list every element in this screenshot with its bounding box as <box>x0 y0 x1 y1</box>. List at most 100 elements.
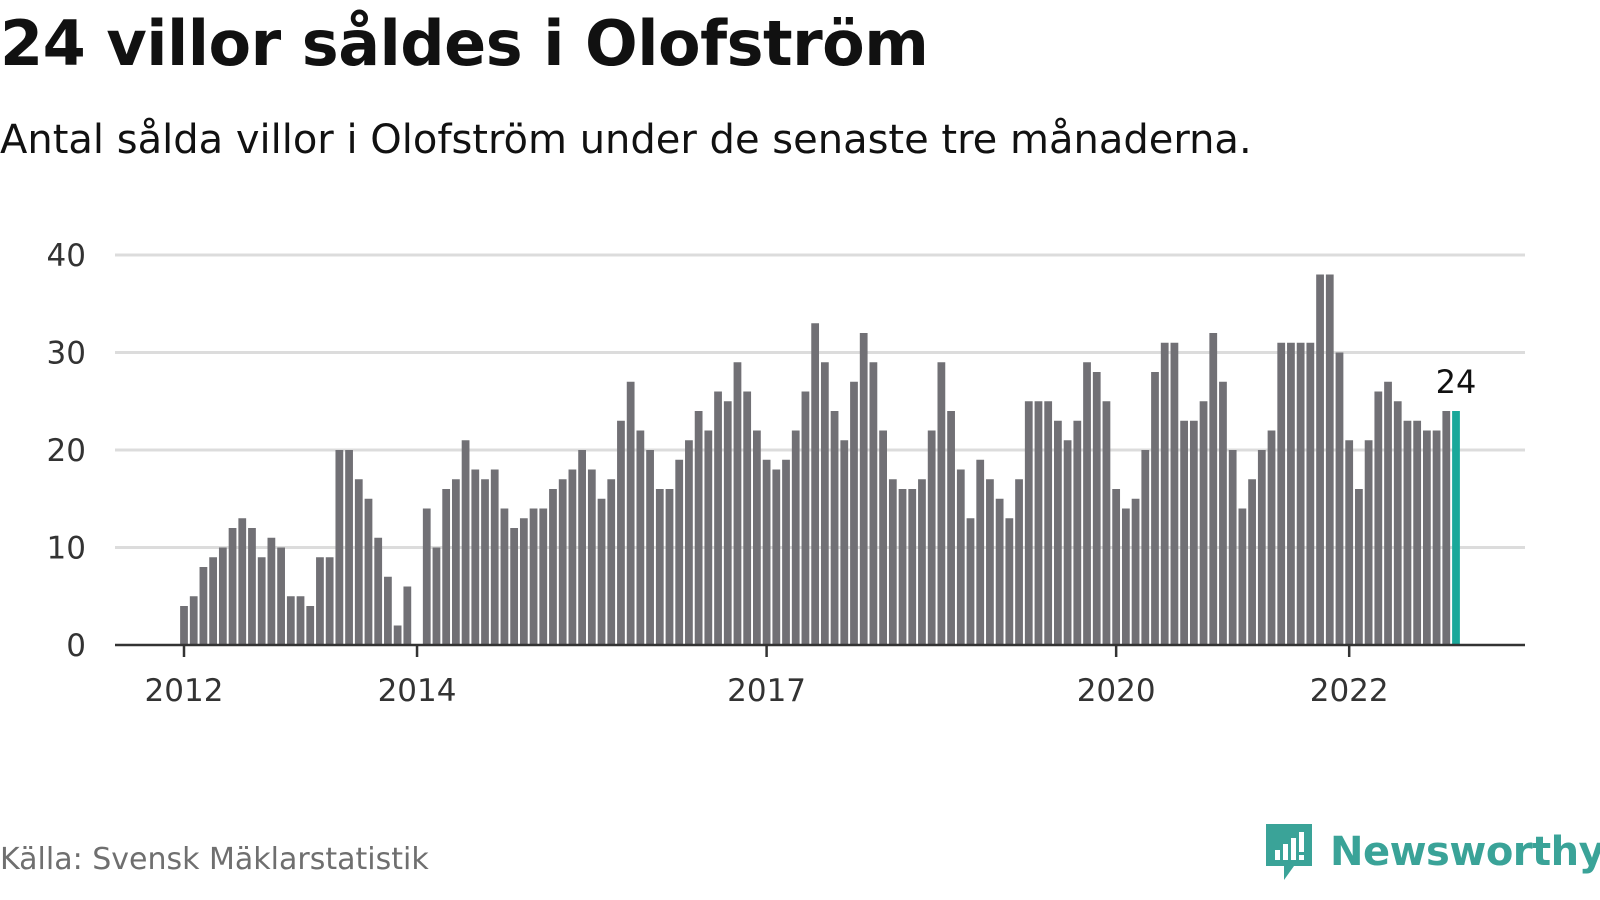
bar <box>461 440 470 645</box>
bar <box>918 479 926 645</box>
highlight-bar <box>1452 411 1460 645</box>
bar <box>617 420 625 645</box>
source-note: Källa: Svensk Mäklarstatistik <box>0 842 429 877</box>
x-tick-label: 2014 <box>378 673 457 709</box>
bar <box>1112 489 1121 645</box>
bar <box>451 479 460 645</box>
bar <box>277 547 285 645</box>
bar <box>937 362 946 645</box>
bar <box>850 381 858 645</box>
bar <box>500 508 509 645</box>
bar <box>1015 479 1023 645</box>
bar <box>422 508 431 645</box>
bar <box>665 489 674 645</box>
bar <box>354 479 363 645</box>
bar <box>1063 440 1072 645</box>
bar <box>1267 430 1276 645</box>
bar <box>694 411 703 645</box>
bar <box>189 596 198 645</box>
bar <box>704 430 713 645</box>
axes: 0 10 20 30 40 24 2012 2014 2017 2020 2022 <box>47 238 1525 709</box>
bar <box>1131 498 1140 645</box>
bar <box>927 430 936 645</box>
bar <box>675 459 684 645</box>
chart-title: 24 villor såldes i Olofström <box>0 7 929 80</box>
bar <box>238 518 247 645</box>
bar <box>859 333 868 645</box>
bar <box>393 625 402 645</box>
x-tick-label: 2012 <box>145 673 224 709</box>
bar <box>1034 401 1043 645</box>
bar <box>1219 381 1227 645</box>
bar <box>306 606 315 645</box>
bar <box>248 528 256 645</box>
bar <box>646 450 654 645</box>
chart-subtitle: Antal sålda villor i Olofström under de … <box>0 117 1252 163</box>
y-tick-label: 0 <box>66 628 86 664</box>
bar <box>879 430 887 645</box>
bar <box>626 381 635 645</box>
bar <box>1374 391 1383 645</box>
bar <box>1296 342 1305 645</box>
highlight-value-label: 24 <box>1436 363 1477 401</box>
bar <box>335 450 344 645</box>
bar <box>655 489 664 645</box>
bar <box>403 586 412 645</box>
bar <box>1073 420 1082 645</box>
bar <box>956 469 965 645</box>
bar <box>1355 489 1363 645</box>
bar <box>558 479 567 645</box>
bar <box>840 440 849 645</box>
y-tick-label: 40 <box>47 238 86 274</box>
bar <box>510 528 519 645</box>
bar <box>257 557 266 645</box>
newsworthy-logo-icon <box>1266 824 1312 880</box>
bar <box>685 440 693 645</box>
bar <box>1102 401 1111 645</box>
bar <box>1083 362 1091 645</box>
bar <box>1189 420 1198 645</box>
bar <box>316 557 324 645</box>
bar <box>1160 342 1169 645</box>
bar <box>1364 440 1373 645</box>
bar <box>1121 508 1130 645</box>
bar <box>976 459 985 645</box>
y-tick-label: 10 <box>47 531 86 567</box>
bar <box>1345 440 1354 645</box>
bar <box>1316 274 1324 645</box>
bar <box>519 518 528 645</box>
bar <box>1306 342 1315 645</box>
bar <box>1413 420 1422 645</box>
bar <box>947 411 955 645</box>
bar <box>762 459 771 645</box>
bar <box>714 391 722 645</box>
bar <box>587 469 596 645</box>
bar <box>607 479 616 645</box>
bar <box>1199 401 1208 645</box>
bar <box>1092 372 1101 645</box>
brand-name: Newsworthy <box>1330 829 1600 875</box>
bar <box>1442 411 1451 645</box>
bar <box>481 479 489 645</box>
bar <box>228 528 237 645</box>
bar <box>199 567 208 645</box>
bar <box>267 537 276 645</box>
bar <box>471 469 480 645</box>
bar <box>995 498 1004 645</box>
bar <box>1005 518 1014 645</box>
bars <box>180 274 1460 645</box>
x-tick-label: 2020 <box>1077 673 1156 709</box>
bar <box>811 323 820 645</box>
bar <box>432 547 441 645</box>
bar <box>364 498 373 645</box>
bar <box>374 537 383 645</box>
bar <box>578 450 586 645</box>
bar <box>209 557 218 645</box>
brand-logo[interactable]: Newsworthy <box>1262 820 1600 884</box>
bar <box>830 411 839 645</box>
bar <box>384 576 392 645</box>
bar <box>636 430 645 645</box>
bar <box>529 508 538 645</box>
bar <box>1054 420 1062 645</box>
bar <box>1422 430 1431 645</box>
